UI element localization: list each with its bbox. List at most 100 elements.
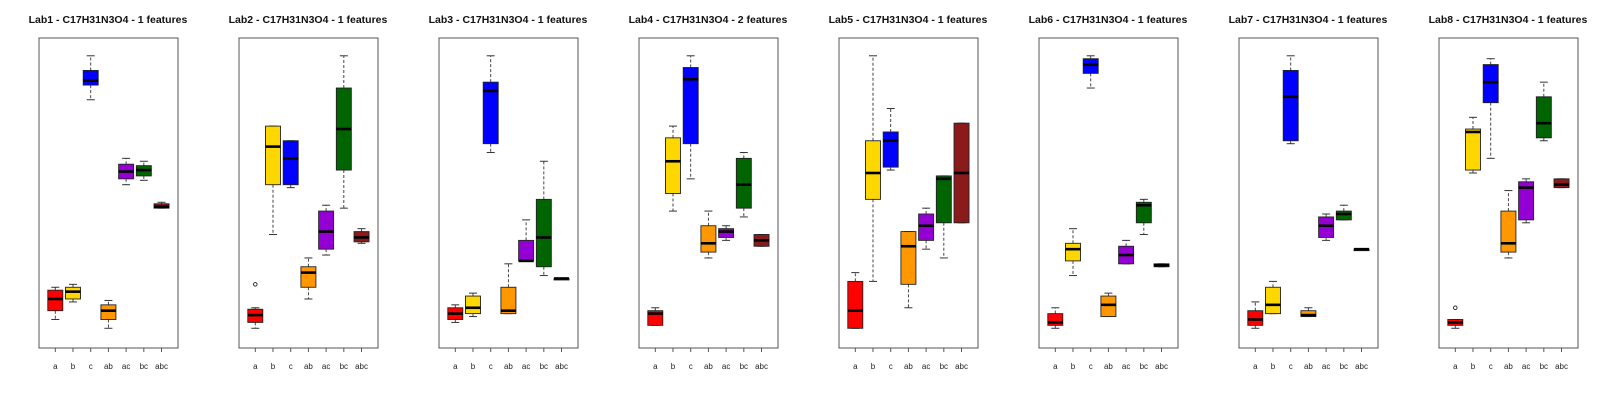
x-tick-label: bc <box>1340 362 1348 371</box>
x-tick-label: b <box>671 362 676 371</box>
box-body <box>700 225 717 253</box>
box-body <box>665 137 681 194</box>
box-body <box>865 140 881 200</box>
box-body <box>300 266 317 288</box>
x-tick-label: abc <box>1155 362 1168 371</box>
box-body <box>65 286 81 300</box>
box-ac <box>1318 213 1335 241</box>
box-body <box>1500 210 1517 253</box>
box-body <box>1265 286 1281 315</box>
box-abc <box>1153 263 1170 268</box>
outlier-point <box>1453 305 1458 311</box>
x-tick-label: ab <box>904 362 913 371</box>
box-ac <box>718 225 735 241</box>
box-bc <box>335 55 352 209</box>
x-tick-label: bc <box>940 362 948 371</box>
box-b <box>665 125 681 212</box>
box-a <box>647 307 664 326</box>
box-b <box>65 283 81 303</box>
box-a <box>1447 305 1464 329</box>
box-abc <box>753 234 770 247</box>
x-tick-label: bc <box>740 362 748 371</box>
box-bc <box>935 175 952 259</box>
box-body <box>1065 242 1081 262</box>
x-tick-label: c <box>1089 362 1093 371</box>
x-tick-label: ab <box>1104 362 1113 371</box>
box-body <box>1553 178 1570 189</box>
box-body <box>1482 64 1499 104</box>
x-tick-label: ac <box>922 362 930 371</box>
x-tick-label: ac <box>1122 362 1130 371</box>
plot-frame <box>1238 37 1379 349</box>
box-ac <box>518 219 535 263</box>
box-c <box>282 140 299 189</box>
x-tick-label: c <box>1489 362 1493 371</box>
box-body <box>47 289 64 312</box>
box-body <box>735 157 752 209</box>
box-ac <box>118 157 135 186</box>
box-ab <box>100 299 117 329</box>
x-tick-label: ab <box>704 362 713 371</box>
box-body <box>900 231 917 285</box>
outlier-point <box>253 282 258 287</box>
x-tick-label: ab <box>104 362 113 371</box>
x-tick-label: c <box>89 362 93 371</box>
panel-title: Lab4 - C17H31N3O4 - 2 features <box>629 14 788 26</box>
box-body <box>847 280 864 329</box>
box-c <box>882 108 899 171</box>
x-tick-label: a <box>253 362 258 371</box>
x-tick-label: b <box>1471 362 1476 371</box>
x-tick-label: b <box>71 362 76 371</box>
x-tick-label: abc <box>955 362 968 371</box>
box-bc <box>1535 81 1552 142</box>
x-tick-label: a <box>653 362 658 371</box>
box-c <box>1282 55 1299 145</box>
box-body <box>1282 69 1299 142</box>
box-abc <box>553 277 570 281</box>
x-tick-label: b <box>471 362 476 371</box>
box-abc <box>153 201 170 209</box>
panel-title: Lab8 - C17H31N3O4 - 1 features <box>1429 14 1588 26</box>
box-ab <box>1300 307 1317 318</box>
x-tick-label: bc <box>540 362 548 371</box>
box-bc <box>735 151 752 218</box>
x-tick-label: c <box>289 362 293 371</box>
box-body <box>465 295 481 315</box>
box-a <box>247 282 264 329</box>
box-body <box>935 175 952 224</box>
box-body <box>518 239 535 262</box>
box-c <box>82 55 99 101</box>
plot-frame <box>1438 37 1579 349</box>
box-ab <box>1500 190 1517 259</box>
box-body <box>265 125 281 186</box>
box-body <box>1047 313 1064 326</box>
box-bc <box>535 160 552 277</box>
box-ac <box>918 207 935 250</box>
box-b <box>465 292 481 318</box>
x-tick-label: abc <box>1555 362 1568 371</box>
box-body <box>1518 181 1535 221</box>
x-tick-label: a <box>1253 362 1258 371</box>
box-ab <box>300 257 317 300</box>
box-body <box>882 131 899 168</box>
x-tick-label: a <box>53 362 58 371</box>
x-tick-label: ac <box>522 362 530 371</box>
box-c <box>682 55 699 180</box>
x-tick-label: b <box>1071 362 1076 371</box>
box-abc <box>1553 178 1570 189</box>
box-body <box>1300 310 1317 318</box>
box-a <box>1047 307 1064 329</box>
x-tick-label: bc <box>340 362 348 371</box>
box-a <box>47 286 64 320</box>
x-tick-label: c <box>489 362 493 371</box>
x-tick-label: bc <box>1140 362 1148 371</box>
box-body <box>1082 58 1099 74</box>
box-body <box>1335 210 1352 221</box>
box-abc <box>353 228 370 244</box>
box-b <box>1465 116 1481 174</box>
x-tick-label: a <box>1053 362 1058 371</box>
box-body <box>718 228 735 238</box>
x-tick-label: bc <box>140 362 148 371</box>
